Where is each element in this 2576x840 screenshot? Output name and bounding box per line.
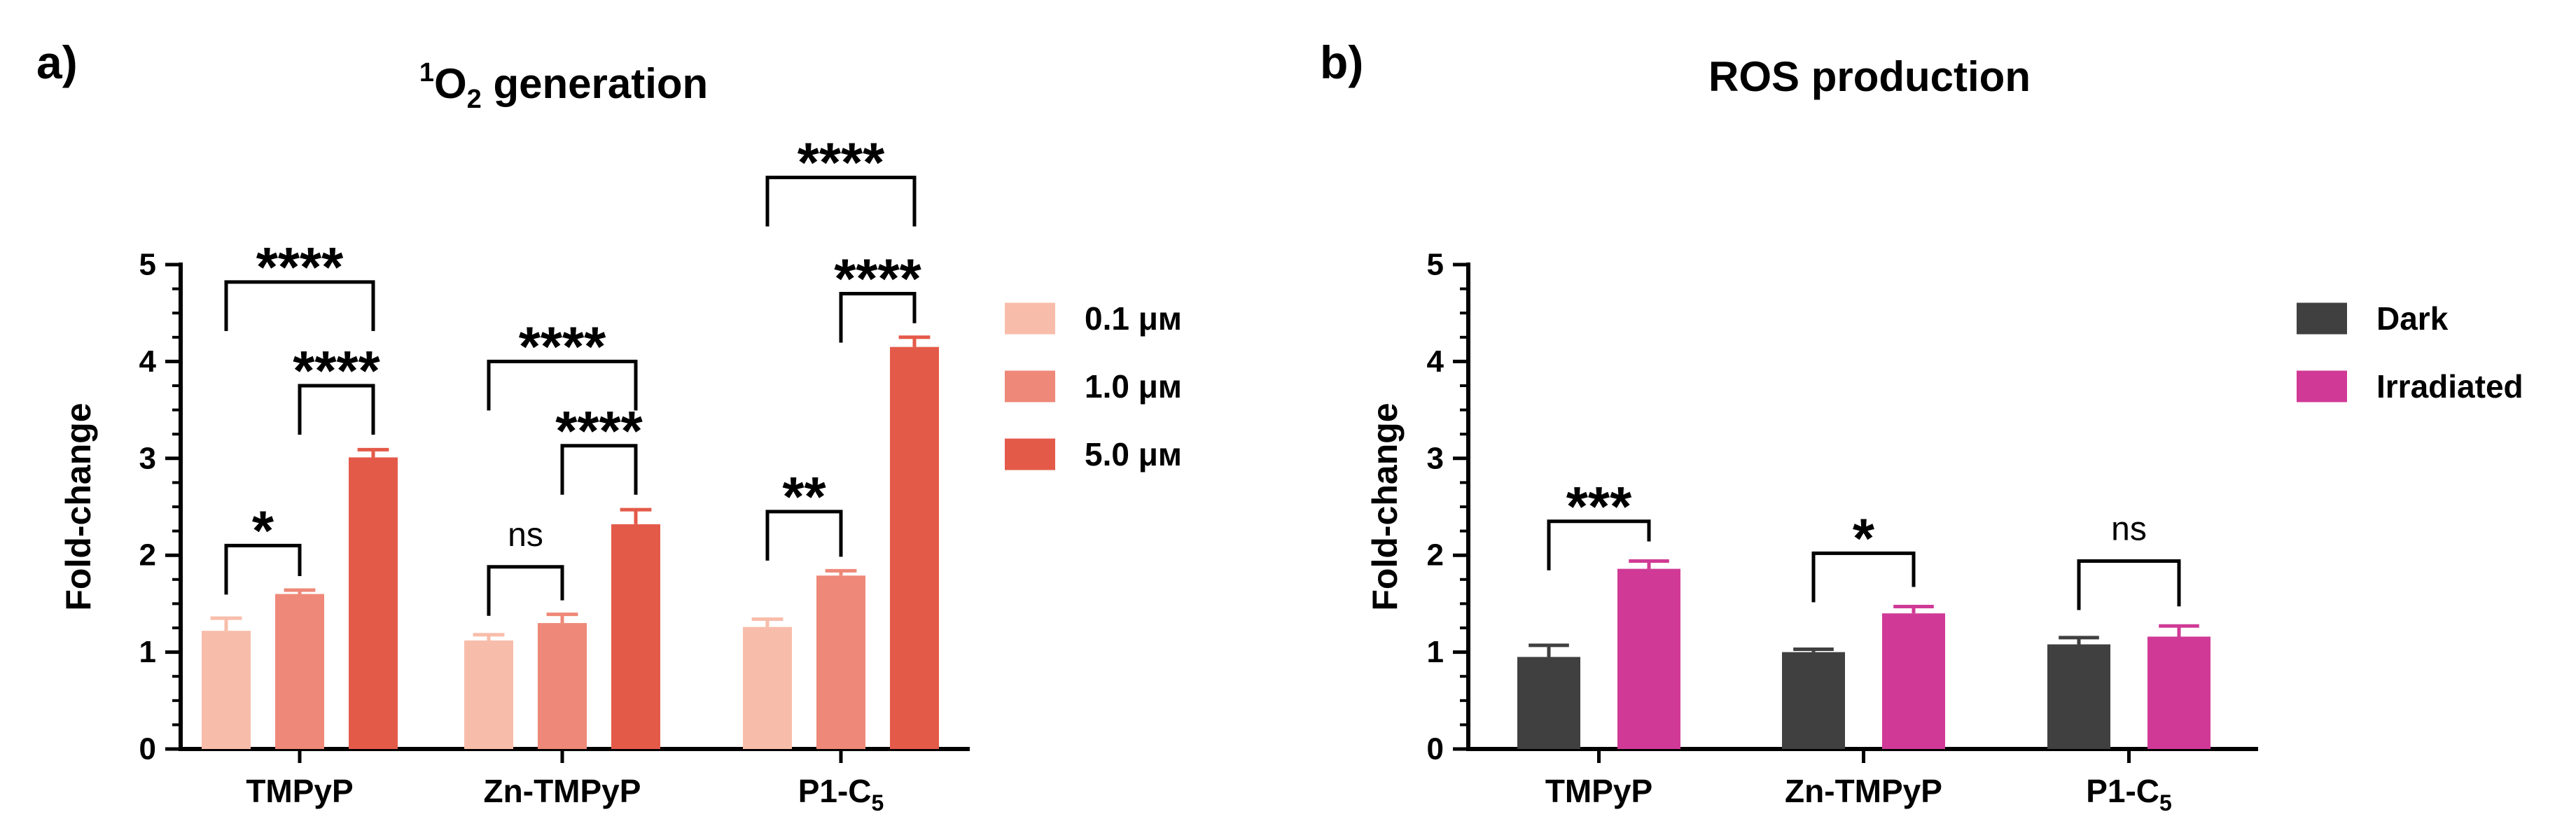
significance-bracket xyxy=(1811,551,1916,603)
bar xyxy=(1517,657,1580,749)
significance-bracket xyxy=(487,565,564,616)
bar xyxy=(349,457,398,749)
legend-label: 1.0 μм xyxy=(1085,368,1182,405)
bar xyxy=(202,631,251,749)
significance-label: **** xyxy=(834,248,921,310)
significance-label: **** xyxy=(555,400,643,462)
x-tick-label: P1-C5 xyxy=(2086,773,2172,816)
significance-label: *** xyxy=(1566,475,1632,538)
significance-bracket xyxy=(224,543,302,595)
title-rest: generation xyxy=(482,60,708,107)
bar xyxy=(275,594,324,749)
x-tick-label: TMPyP xyxy=(1545,773,1652,809)
significance-bracket xyxy=(2077,559,2181,610)
significance-label: ns xyxy=(508,517,543,554)
significance-label: **** xyxy=(293,340,380,402)
significance-bracket xyxy=(765,175,917,227)
legend-swatch xyxy=(1005,370,1055,402)
significance-label: **** xyxy=(256,236,344,298)
legend-swatch xyxy=(1005,438,1055,470)
y-tick-label: 0 xyxy=(1427,732,1444,766)
legend-label: Dark xyxy=(2376,300,2449,337)
x-tick-sub: 5 xyxy=(872,790,884,816)
title-sub: 2 xyxy=(467,85,482,114)
bar xyxy=(1617,568,1680,749)
title-sup: 1 xyxy=(419,58,434,88)
y-tick-label: 1 xyxy=(1427,635,1444,669)
significance-label: * xyxy=(1853,507,1875,569)
y-tick-label: 5 xyxy=(1427,248,1444,282)
bar xyxy=(538,623,587,749)
x-tick-text: TMPyP xyxy=(1545,773,1652,809)
legend-swatch xyxy=(2297,370,2347,402)
x-tick-text: TMPyP xyxy=(246,773,353,809)
x-tick-sub: 5 xyxy=(2159,790,2172,816)
significance-label: * xyxy=(252,499,274,561)
legend-swatch xyxy=(2297,302,2347,335)
bar xyxy=(890,346,939,749)
panel-label-1: b) xyxy=(1320,36,1363,88)
bar xyxy=(464,640,513,749)
legend-label: Irradiated xyxy=(2376,368,2523,405)
y-axis-label-0: Fold-change xyxy=(59,402,98,610)
significance-bracket xyxy=(298,384,375,435)
y-tick-label: 3 xyxy=(139,441,156,475)
x-tick-text: P1-C xyxy=(2086,773,2159,809)
significance-bracket xyxy=(487,359,638,411)
x-tick-label: Zn-TMPyP xyxy=(484,773,641,809)
x-tick-label: P1-C5 xyxy=(798,773,884,816)
x-tick-text: Zn-TMPyP xyxy=(484,773,641,809)
bar xyxy=(743,626,792,749)
x-tick-text: Zn-TMPyP xyxy=(1785,773,1942,809)
panel-label-0: a) xyxy=(36,36,78,88)
legend-swatch xyxy=(1005,302,1055,335)
bar xyxy=(1782,652,1845,749)
legend-label: 0.1 μм xyxy=(1085,300,1182,337)
significance-label: **** xyxy=(798,131,885,193)
chart-title-1: ROS production xyxy=(1708,53,2031,100)
significance-label: **** xyxy=(519,315,606,377)
significance-bracket xyxy=(1547,519,1651,570)
chart-title-0: 1O2 generation xyxy=(419,58,708,114)
significance-label: ** xyxy=(782,465,826,528)
y-tick-label: 4 xyxy=(1427,344,1444,379)
significance-label: ns xyxy=(2111,511,2147,548)
x-tick-label: Zn-TMPyP xyxy=(1785,773,1942,809)
x-tick-text: P1-C xyxy=(798,773,872,809)
bar xyxy=(2047,644,2110,749)
bar xyxy=(2147,636,2211,749)
significance-bracket xyxy=(560,444,638,495)
y-tick-label: 5 xyxy=(139,248,156,282)
significance-bracket xyxy=(224,280,375,331)
y-tick-label: 2 xyxy=(1427,538,1444,573)
y-tick-label: 2 xyxy=(139,538,156,573)
bar xyxy=(1882,613,1945,749)
y-tick-label: 4 xyxy=(139,344,157,379)
y-axis-label-1: Fold-change xyxy=(1365,402,1405,610)
y-tick-label: 0 xyxy=(139,732,156,766)
x-tick-label: TMPyP xyxy=(246,773,353,809)
bar xyxy=(611,524,660,749)
title-base: O xyxy=(434,60,467,107)
y-tick-label: 3 xyxy=(1427,441,1444,475)
significance-bracket xyxy=(765,510,843,561)
y-tick-label: 1 xyxy=(139,635,156,669)
bar xyxy=(816,575,865,749)
significance-bracket xyxy=(839,292,917,343)
legend-label: 5.0 μм xyxy=(1085,436,1182,472)
